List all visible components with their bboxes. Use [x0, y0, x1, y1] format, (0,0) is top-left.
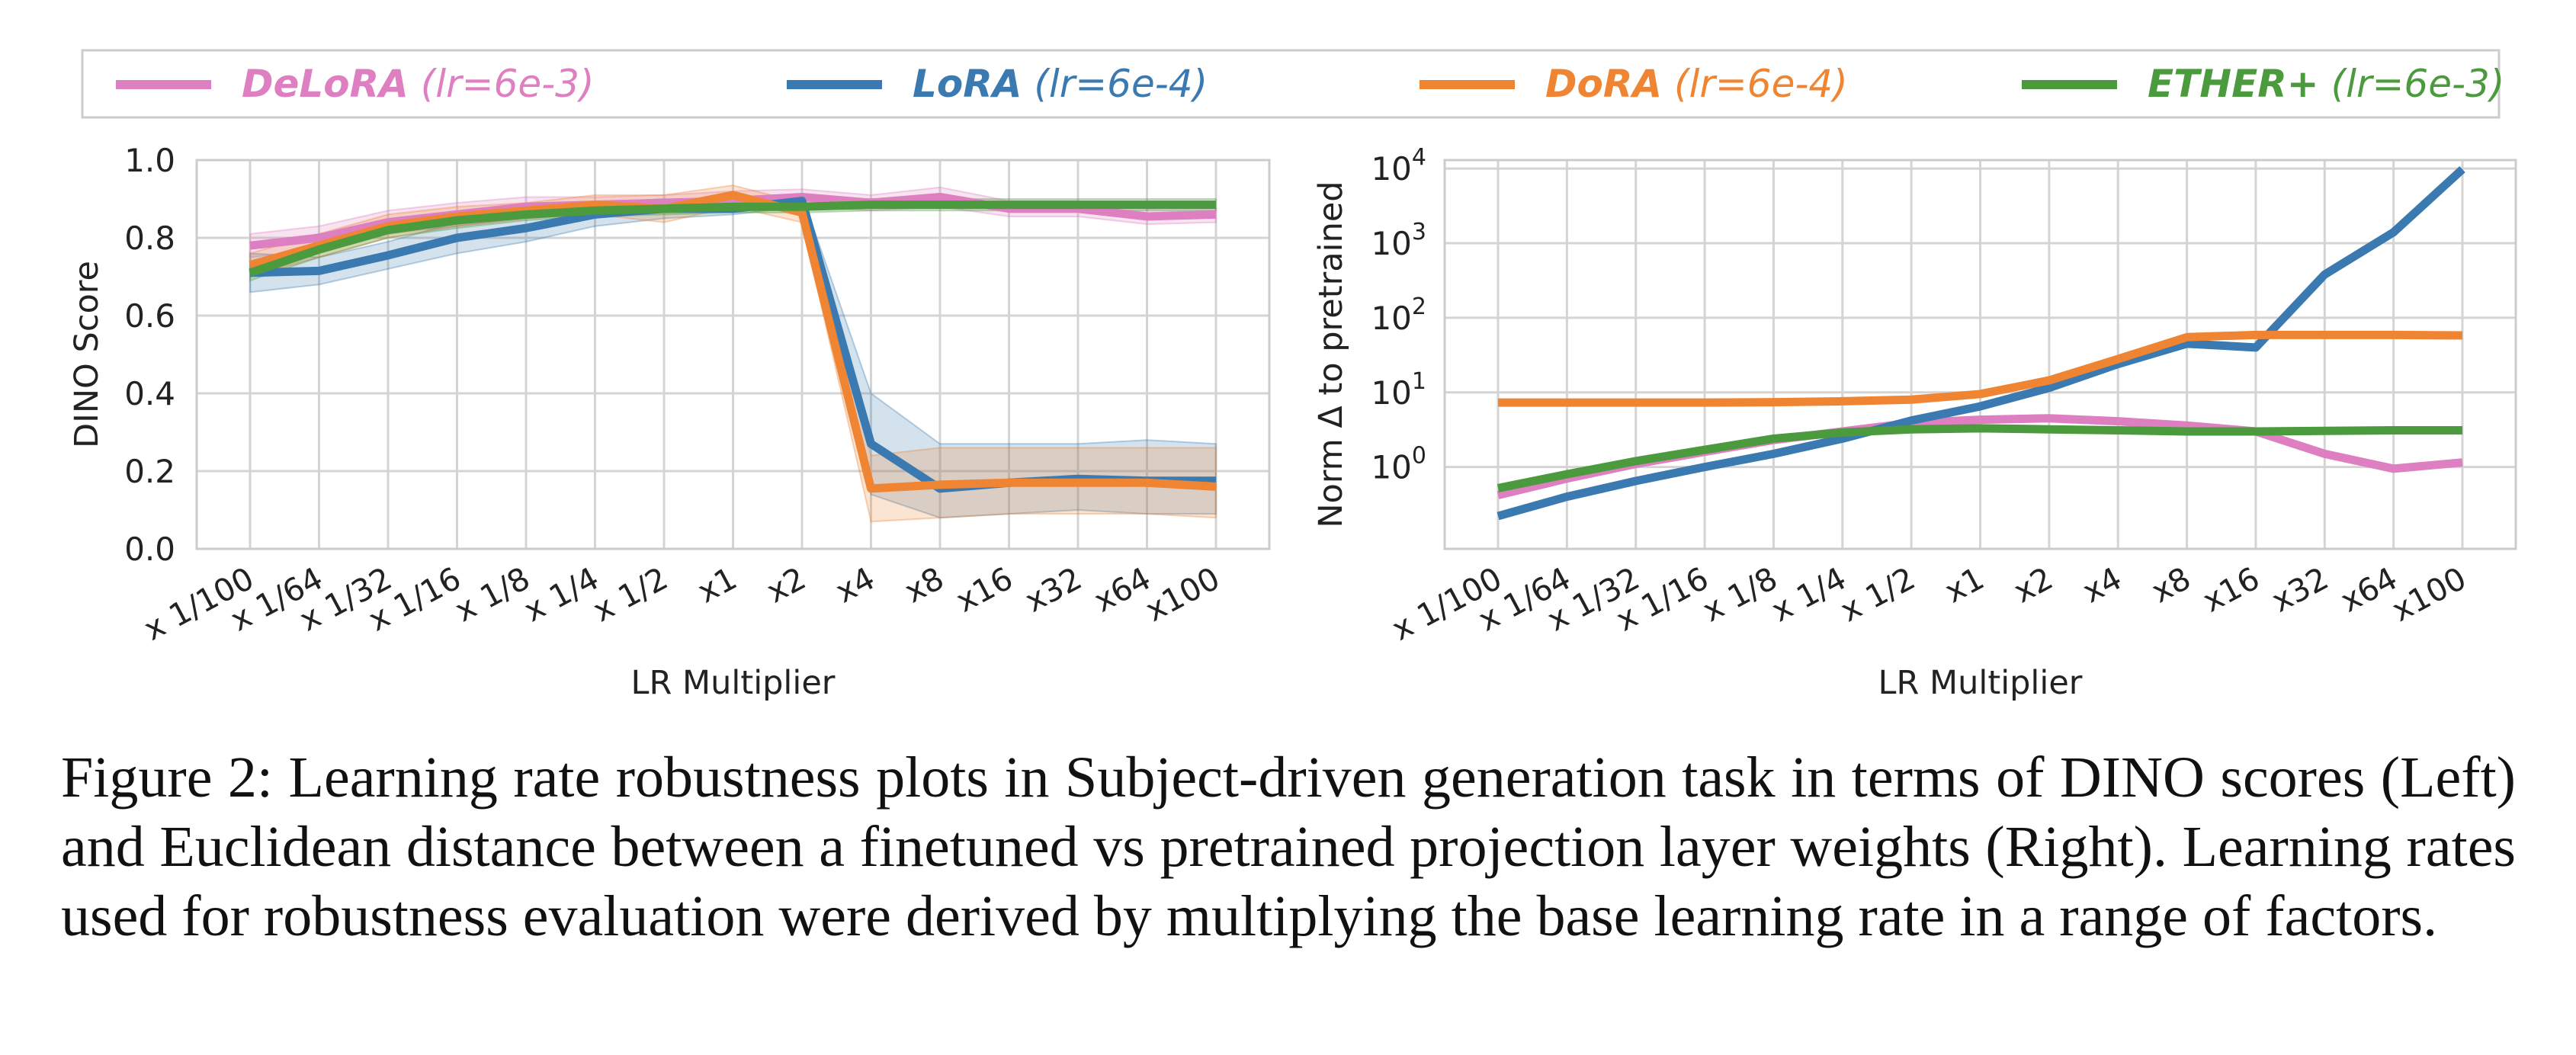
plot-frame	[195, 159, 1271, 550]
y-tick-label: 104	[1371, 144, 1426, 188]
x-tick-label: x32	[1019, 560, 1088, 619]
series-line-dora	[1498, 330, 2463, 407]
legend-lr-value: (lr=6e-4)	[1662, 62, 1848, 106]
plot-frame	[1443, 159, 2517, 550]
legend-method-name: DeLoRA	[242, 62, 409, 106]
x-tick-label: x4	[2077, 560, 2128, 610]
x-tick-label: x16	[950, 560, 1019, 619]
x-tick-label: x1	[691, 560, 743, 610]
y-tick-labels: 0.0 0.2 0.4 0.6 0.8 1.0	[124, 142, 175, 568]
legend-label: DeLoRA (lr=6e-3)	[242, 62, 595, 106]
x-tick-label: x100	[2386, 560, 2472, 629]
legend: DeLoRA (lr=6e-3) LoRA (lr=6e-4) DoRA (lr=6…	[81, 49, 2504, 119]
y-tick-label: 102	[1371, 293, 1426, 337]
series-lines	[1497, 165, 2465, 521]
series-line-lora	[1497, 165, 2465, 521]
y-axis-label: Norm Δ to pretrained	[1312, 181, 1350, 528]
y-tick-label: 0.4	[124, 375, 175, 412]
legend-label: DoRA (lr=6e-4)	[1545, 62, 1848, 106]
figure: DeLoRA (lr=6e-3) LoRA (lr=6e-4) DoRA (lr=6…	[68, 49, 2517, 702]
x-axis-label: LR Multiplier	[1878, 664, 2083, 702]
y-tick-label: 0.2	[124, 453, 175, 490]
y-tick-label: 103	[1371, 219, 1426, 262]
y-tick-label: 1.0	[124, 142, 175, 179]
legend-lr-value: (lr=6e-3)	[409, 62, 595, 106]
x-tick-label: x8	[2145, 560, 2196, 610]
x-tick-label: x1	[1939, 560, 1990, 610]
y-tick-label: 101	[1371, 368, 1426, 412]
series-line-ether	[249, 200, 1216, 277]
series-lines	[249, 191, 1217, 493]
y-tick-labels: 100 101 102 103 104	[1371, 144, 1426, 486]
legend-label: ETHER+ (lr=6e-3)	[2148, 62, 2504, 106]
figure-caption: Figure 2: Learning rate robustness plots…	[61, 746, 2516, 948]
legend-method-name: DoRA	[1545, 62, 1662, 106]
legend-lr-value: (lr=6e-3)	[2319, 62, 2505, 106]
x-tick-label: x 1/2	[1834, 560, 1921, 629]
x-tick-label: x8	[899, 560, 950, 610]
legend-method-name: ETHER+	[2148, 62, 2319, 106]
y-tick-label: 100	[1371, 443, 1426, 486]
x-axis-label: LR Multiplier	[631, 664, 836, 702]
y-tick-label: 0.8	[124, 220, 175, 257]
legend-lr-value: (lr=6e-4)	[1022, 62, 1208, 106]
x-tick-label: x2	[2008, 560, 2059, 610]
x-tick-label: x32	[2266, 560, 2334, 619]
figure-svg: DeLoRA (lr=6e-3) LoRA (lr=6e-4) DoRA (lr=6…	[68, 49, 2517, 702]
x-tick-label: x4	[829, 560, 881, 610]
y-tick-label: 0.6	[124, 297, 175, 335]
x-tick-label: x16	[2197, 560, 2266, 619]
y-tick-label: 0.0	[124, 531, 175, 568]
x-tick-label: x2	[761, 560, 812, 610]
y-axis-label: DINO Score	[68, 261, 106, 448]
series-line-ether	[1497, 424, 2462, 492]
legend-label: LoRA (lr=6e-4)	[913, 62, 1208, 106]
x-tick-label: x100	[1140, 560, 1226, 629]
x-tick-label: x 1/2	[587, 560, 674, 629]
legend-method-name: LoRA	[913, 62, 1022, 106]
